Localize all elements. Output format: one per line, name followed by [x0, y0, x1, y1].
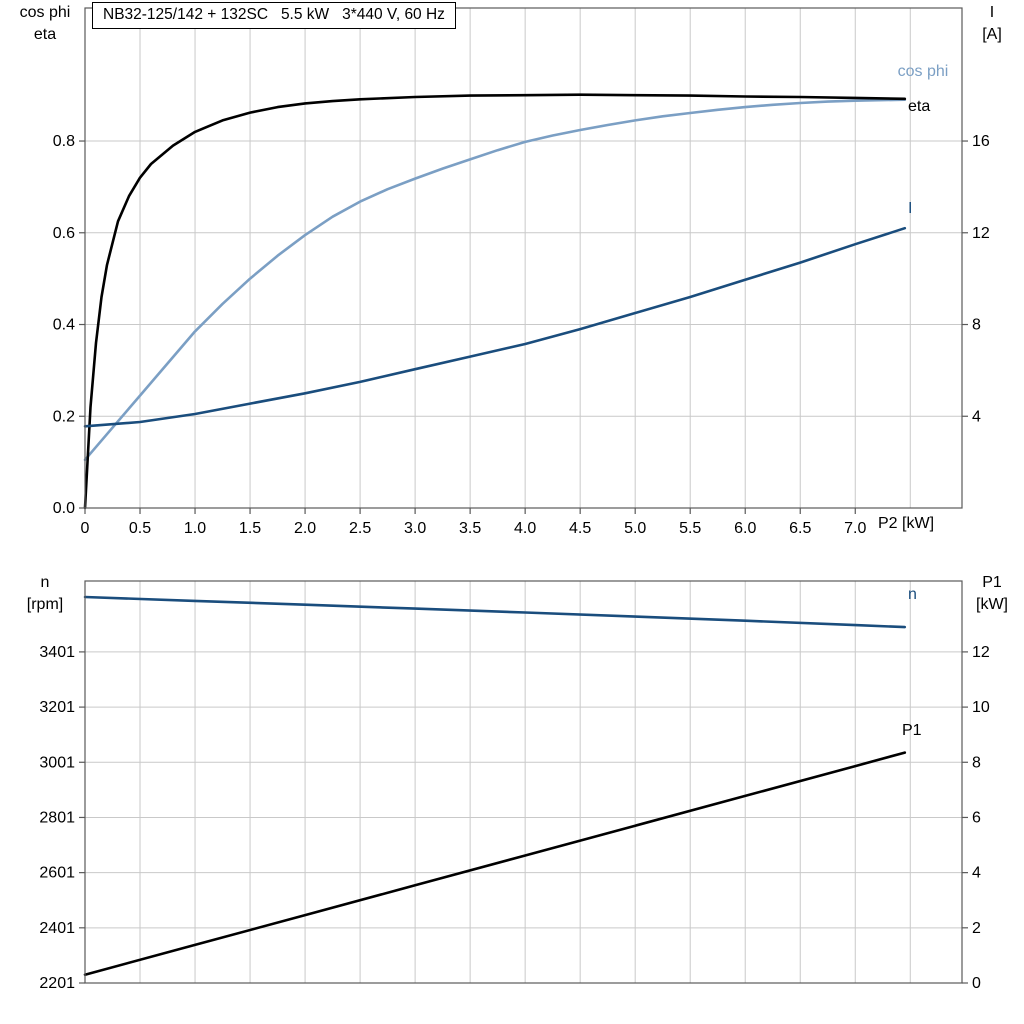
- svg-text:3.0: 3.0: [404, 520, 426, 537]
- speed-curve-label: n: [908, 586, 917, 603]
- svg-text:2801: 2801: [39, 809, 75, 826]
- svg-text:4: 4: [972, 408, 981, 425]
- svg-text:4: 4: [972, 865, 981, 882]
- bottom-left-axis-title: n [rpm]: [4, 572, 86, 616]
- svg-text:6.5: 6.5: [789, 520, 811, 537]
- svg-text:2.0: 2.0: [294, 520, 316, 537]
- svg-text:7.0: 7.0: [844, 520, 866, 537]
- bottom-right-axis-title: P1 [kW]: [964, 572, 1020, 616]
- svg-text:12: 12: [972, 225, 990, 242]
- current-unit-label: [A]: [982, 26, 1002, 43]
- svg-text:2201: 2201: [39, 975, 75, 992]
- eta-curve-label: eta: [908, 98, 931, 115]
- current-curve-label: I: [908, 200, 913, 217]
- svg-text:3001: 3001: [39, 754, 75, 771]
- svg-text:0.5: 0.5: [129, 520, 151, 537]
- svg-text:16: 16: [972, 133, 990, 150]
- svg-text:3.5: 3.5: [459, 520, 481, 537]
- top-left-axis-title: cos phi eta: [4, 2, 86, 46]
- x-axis-label: P2 [kW]: [878, 515, 935, 532]
- svg-text:4.5: 4.5: [569, 520, 591, 537]
- svg-text:3201: 3201: [39, 699, 75, 716]
- eta-axis-label: eta: [33, 26, 57, 43]
- svg-text:0: 0: [81, 520, 90, 537]
- svg-text:10: 10: [972, 699, 990, 716]
- svg-text:5.0: 5.0: [624, 520, 646, 537]
- svg-text:1.5: 1.5: [239, 520, 261, 537]
- cos-phi-axis-label: cos phi: [19, 4, 71, 21]
- p1-axis-label: P1: [982, 574, 1002, 591]
- svg-text:2601: 2601: [39, 865, 75, 882]
- svg-text:1.0: 1.0: [184, 520, 206, 537]
- svg-text:12: 12: [972, 644, 990, 661]
- svg-text:2: 2: [972, 920, 981, 937]
- svg-text:6: 6: [972, 809, 981, 826]
- current-axis-label: I: [989, 4, 995, 21]
- chart-title-box: NB32-125/142 + 132SC 5.5 kW 3*440 V, 60 …: [92, 2, 456, 29]
- p1-curve-label: P1: [902, 722, 922, 739]
- svg-text:4.0: 4.0: [514, 520, 536, 537]
- cos-phi-curve-label: cos phi: [897, 63, 949, 80]
- svg-text:0.6: 0.6: [53, 225, 75, 242]
- svg-text:5.5: 5.5: [679, 520, 701, 537]
- svg-text:3401: 3401: [39, 644, 75, 661]
- svg-text:6.0: 6.0: [734, 520, 756, 537]
- svg-text:0.2: 0.2: [53, 408, 75, 425]
- svg-text:0.4: 0.4: [53, 317, 75, 334]
- p1-unit-label: [kW]: [976, 596, 1008, 613]
- svg-text:0: 0: [972, 975, 981, 992]
- speed-axis-label: n: [40, 574, 50, 591]
- svg-text:8: 8: [972, 317, 981, 334]
- svg-text:0.0: 0.0: [53, 500, 75, 517]
- speed-unit-label: [rpm]: [26, 596, 64, 613]
- svg-text:8: 8: [972, 754, 981, 771]
- svg-text:2401: 2401: [39, 920, 75, 937]
- svg-text:2.5: 2.5: [349, 520, 371, 537]
- svg-text:0.8: 0.8: [53, 133, 75, 150]
- top-right-axis-title: I [A]: [964, 2, 1020, 46]
